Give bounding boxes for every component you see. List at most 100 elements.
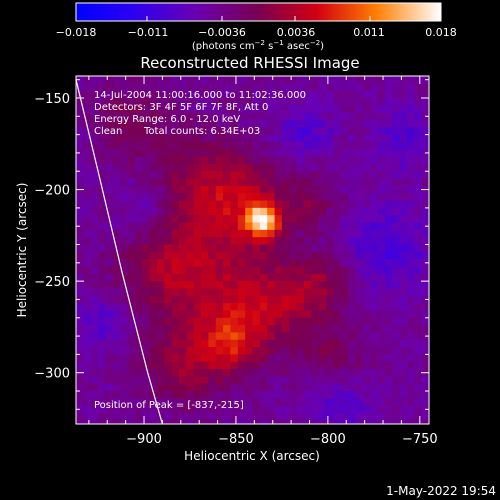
heatmap-cell bbox=[237, 244, 246, 253]
heatmap-cell bbox=[429, 179, 437, 187]
heatmap-cell bbox=[245, 193, 254, 202]
heatmap-cell bbox=[267, 83, 276, 92]
heatmap-cell bbox=[318, 76, 327, 84]
heatmap-cell bbox=[281, 383, 290, 392]
heatmap-cell bbox=[134, 376, 143, 385]
heatmap-cell bbox=[259, 339, 268, 348]
heatmap-cell bbox=[384, 347, 393, 355]
heatmap-cell bbox=[149, 76, 158, 84]
heatmap-cell bbox=[303, 273, 312, 282]
heatmap-cell bbox=[296, 244, 305, 253]
heatmap-cell bbox=[215, 134, 224, 143]
heatmap-cell bbox=[230, 112, 239, 121]
heatmap-cell bbox=[142, 391, 151, 399]
heatmap-cell bbox=[399, 97, 408, 106]
heatmap-cell bbox=[149, 398, 158, 407]
heatmap-cell bbox=[311, 288, 320, 297]
heatmap-cell bbox=[83, 105, 92, 114]
heatmap-cell bbox=[429, 332, 437, 340]
heatmap-cell bbox=[98, 310, 107, 319]
heatmap-cell bbox=[267, 163, 276, 172]
heatmap-cell bbox=[178, 207, 187, 216]
heatmap-cell bbox=[90, 391, 99, 399]
heatmap-cell bbox=[171, 97, 180, 106]
heatmap-cell bbox=[318, 237, 327, 246]
heatmap-cell bbox=[303, 361, 312, 370]
heatmap-cell bbox=[127, 90, 136, 99]
heatmap-cell bbox=[289, 391, 298, 399]
heatmap-cell bbox=[237, 119, 246, 128]
heatmap-cell bbox=[201, 76, 209, 84]
heatmap-cell bbox=[384, 361, 393, 370]
heatmap-cell bbox=[384, 251, 393, 260]
heatmap-cell bbox=[76, 281, 84, 290]
heatmap-cell bbox=[399, 303, 408, 312]
heatmap-cell bbox=[274, 295, 283, 304]
heatmap-cell bbox=[362, 90, 371, 99]
heatmap-cell bbox=[98, 171, 107, 180]
heatmap-cell bbox=[252, 339, 261, 348]
x-tick-label: −800 bbox=[310, 432, 346, 447]
heatmap-cell bbox=[392, 354, 401, 363]
heatmap-cell bbox=[171, 281, 180, 290]
heatmap-cell bbox=[318, 193, 327, 202]
heatmap-cell bbox=[355, 105, 364, 114]
heatmap-cell bbox=[186, 413, 195, 421]
heatmap-cell bbox=[105, 171, 114, 180]
heatmap-cell bbox=[333, 119, 342, 128]
heatmap-cell bbox=[355, 310, 364, 319]
heatmap-cell bbox=[296, 295, 305, 304]
heatmap-cell bbox=[355, 354, 364, 363]
heatmap-cell bbox=[215, 325, 224, 334]
heatmap-cell bbox=[399, 127, 408, 136]
heatmap-cell bbox=[98, 339, 107, 348]
heatmap-cell bbox=[399, 288, 408, 297]
heatmap-cell bbox=[429, 127, 437, 135]
heatmap-cell bbox=[377, 405, 386, 414]
heatmap-cell bbox=[149, 207, 158, 216]
heatmap-cell bbox=[326, 354, 334, 363]
heatmap-cell bbox=[399, 222, 408, 231]
heatmap-cell bbox=[414, 163, 423, 172]
annotation-peak-position: Position of Peak = [-837,-215] bbox=[94, 400, 244, 411]
heatmap-cell bbox=[281, 127, 290, 136]
heatmap-cell bbox=[377, 163, 386, 172]
heatmap-cell bbox=[421, 83, 429, 92]
heatmap-cell bbox=[201, 215, 209, 224]
colorbar-tick-label: −0.011 bbox=[128, 26, 169, 39]
heatmap-cell bbox=[333, 266, 342, 275]
heatmap-cell bbox=[208, 76, 217, 84]
heatmap-cell bbox=[274, 259, 283, 268]
heatmap-cell bbox=[245, 178, 254, 187]
heatmap-cell bbox=[311, 347, 320, 355]
heatmap-cell bbox=[355, 273, 364, 282]
heatmap-cell bbox=[245, 149, 254, 158]
heatmap-cell bbox=[370, 185, 379, 194]
heatmap-cell bbox=[142, 251, 151, 260]
heatmap-cell bbox=[245, 405, 254, 414]
heatmap-cell bbox=[399, 185, 408, 194]
heatmap-cell bbox=[112, 229, 121, 238]
heatmap-cell bbox=[289, 413, 298, 421]
heatmap-cell bbox=[237, 105, 246, 114]
heatmap-cell bbox=[112, 383, 121, 392]
heatmap-cell bbox=[421, 281, 429, 290]
heatmap-cell bbox=[333, 141, 342, 150]
heatmap-cell bbox=[230, 171, 239, 180]
heatmap-cell bbox=[406, 310, 415, 319]
heatmap-cell bbox=[252, 207, 261, 216]
heatmap-cell bbox=[377, 398, 386, 407]
heatmap-cell bbox=[414, 405, 423, 414]
heatmap-cell bbox=[362, 171, 371, 180]
heatmap-cell bbox=[134, 339, 143, 348]
heatmap-cell bbox=[362, 97, 371, 106]
heatmap-cell bbox=[281, 163, 290, 172]
heatmap-cell bbox=[186, 156, 195, 165]
heatmap-cell bbox=[259, 112, 268, 121]
heatmap-cell bbox=[98, 325, 107, 334]
heatmap-cell bbox=[289, 369, 298, 377]
heatmap-cell bbox=[142, 317, 151, 326]
heatmap-cell bbox=[296, 347, 305, 355]
heatmap-cell bbox=[362, 288, 371, 297]
heatmap-cell bbox=[296, 97, 305, 106]
